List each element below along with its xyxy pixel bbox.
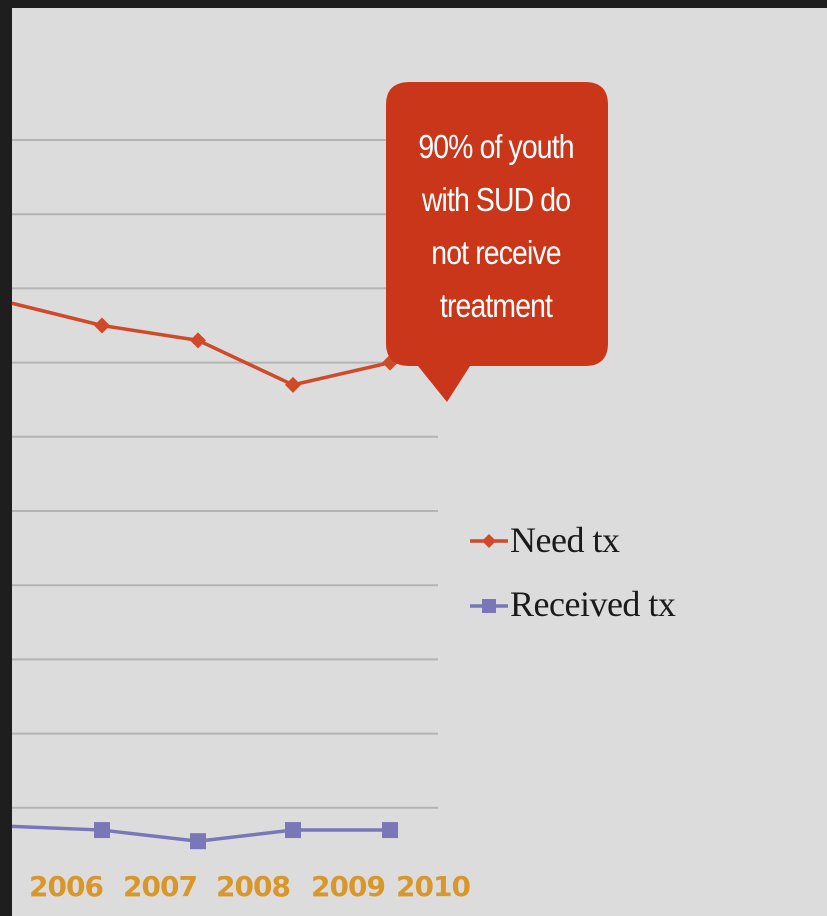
- data-point: [94, 822, 110, 839]
- callout-text: 90% of youth with SUD do not receive tre…: [403, 120, 589, 332]
- legend-label-need-tx: Need tx: [510, 520, 620, 560]
- callout-shape: [386, 82, 608, 402]
- data-point: [285, 822, 301, 839]
- frame-top: [0, 0, 827, 8]
- legend-marker: [482, 599, 496, 613]
- data-point: [190, 833, 206, 850]
- x-tick-label: 2006: [29, 870, 104, 903]
- legend-markers: [470, 534, 508, 613]
- legend-label-received-tx: Received tx: [510, 584, 676, 624]
- x-tick-label: 2007: [123, 870, 198, 903]
- callout-line-2: with SUD do: [421, 181, 571, 218]
- callout-line-1: 90% of youth: [418, 128, 574, 165]
- x-tick-label: 2009: [311, 870, 386, 903]
- callout-line-4: treatment: [439, 287, 553, 324]
- callout-bubble: [386, 82, 608, 402]
- data-point: [190, 332, 206, 349]
- callout-line-3: not receive: [431, 234, 561, 271]
- x-tick-label: 2008: [216, 870, 291, 903]
- data-point: [285, 376, 301, 393]
- gridlines: [12, 139, 438, 809]
- legend-marker: [482, 534, 496, 548]
- frame-left: [0, 0, 12, 916]
- data-point: [94, 317, 110, 334]
- x-tick-label: 2010: [396, 870, 471, 903]
- series-markers: [94, 317, 398, 850]
- series-lines: [11, 301, 391, 843]
- data-point: [382, 822, 398, 839]
